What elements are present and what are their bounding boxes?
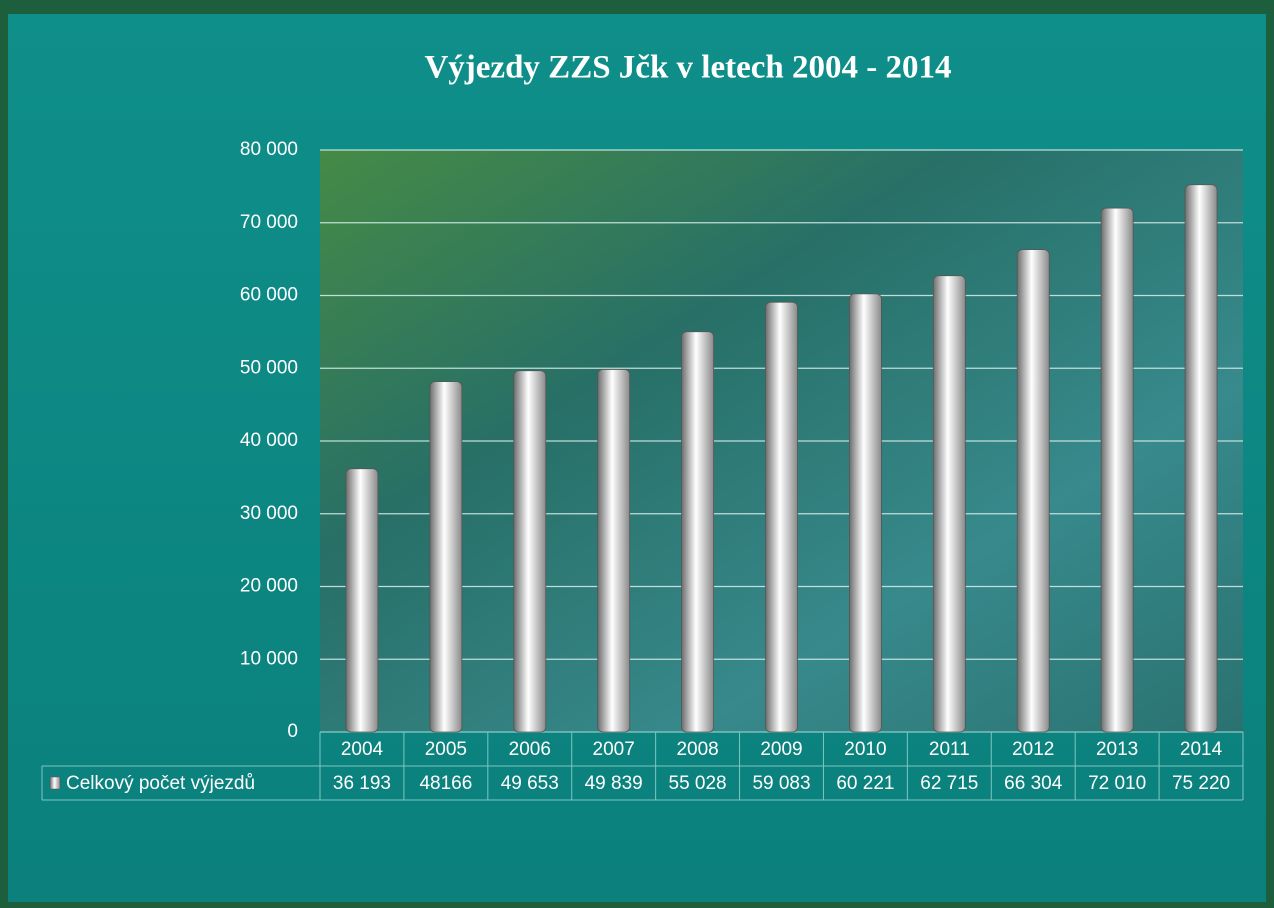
y-tick-label: 70 000: [240, 212, 298, 233]
bar: [430, 382, 462, 732]
y-tick-label: 60 000: [240, 285, 298, 306]
bar: [682, 332, 714, 732]
bar: [849, 294, 881, 732]
bar: [1185, 185, 1217, 732]
chart-title: Výjezdy ZZS Jčk v letech 2004 - 2014: [424, 50, 951, 86]
y-tick-label: 80 000: [240, 139, 298, 160]
page: {"chart_data": {"type": "bar", "title": …: [0, 0, 1274, 908]
y-tick-label: 40 000: [240, 430, 298, 451]
bar: [766, 302, 798, 732]
x-tick-label: 2010: [844, 739, 886, 760]
x-tick-label: 2013: [1096, 739, 1138, 760]
chart: Výjezdy ZZS Jčk v letech 2004 - 2014 0 10…: [0, 0, 1274, 908]
bar: [1101, 208, 1133, 732]
table-value: 59 083: [752, 773, 810, 794]
y-tick-label: 10 000: [240, 648, 298, 669]
y-tick-label: 20 000: [240, 576, 298, 597]
table-value: 55 028: [669, 773, 727, 794]
y-tick-label: 30 000: [240, 503, 298, 524]
bar: [1017, 250, 1049, 732]
table-value: 66 304: [1004, 773, 1063, 794]
x-tick-label: 2006: [509, 739, 551, 760]
x-tick-label: 2007: [593, 739, 635, 760]
legend-swatch: [50, 777, 60, 789]
bar: [346, 469, 378, 732]
x-tick-label: 2005: [425, 739, 467, 760]
table-value: 49 653: [501, 773, 559, 794]
table-value: 60 221: [836, 773, 894, 794]
y-tick-label: 0: [287, 721, 298, 742]
bar: [598, 369, 630, 732]
table-value: 36 193: [333, 773, 391, 794]
bar: [933, 276, 965, 732]
table-value: 48166: [419, 773, 472, 794]
x-tick-label: 2008: [676, 739, 718, 760]
table-value: 75 220: [1172, 773, 1230, 794]
table-value: 72 010: [1088, 773, 1146, 794]
x-tick-label: 2004: [341, 739, 384, 760]
x-tick-label: 2014: [1180, 739, 1223, 760]
y-tick-label: 50 000: [240, 357, 298, 378]
x-tick-label: 2011: [929, 739, 970, 760]
legend-label: Celkový počet výjezdů: [66, 773, 255, 794]
x-tick-label: 2009: [760, 739, 802, 760]
bar: [514, 371, 546, 732]
table-value: 62 715: [920, 773, 978, 794]
table-value: 49 839: [585, 773, 643, 794]
x-tick-label: 2012: [1012, 739, 1054, 760]
